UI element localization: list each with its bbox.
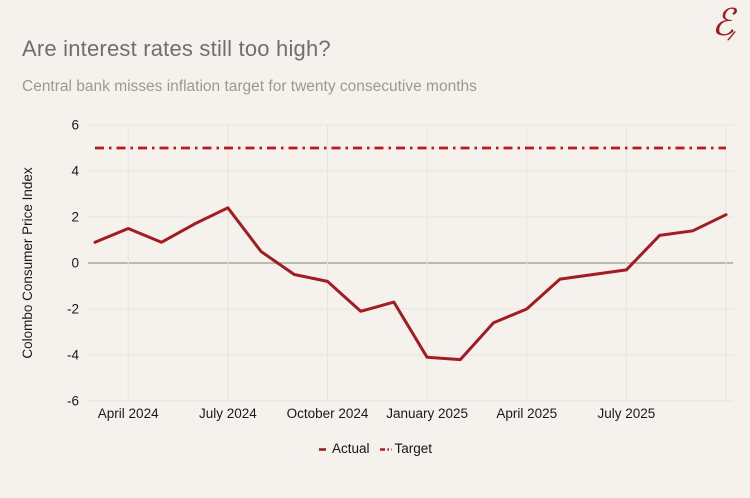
chart-title: Are interest rates still too high? [22, 36, 331, 61]
actual-line-swatch-icon [318, 447, 326, 451]
y-tick-label: -2 [67, 302, 79, 317]
legend-label-target: Target [394, 441, 433, 456]
y-tick-label: 6 [71, 118, 79, 133]
legend-item-actual: Actual [318, 441, 370, 456]
legend-item-target: Target [379, 441, 433, 456]
x-tick-label: April 2024 [98, 406, 159, 421]
x-tick-label: April 2025 [496, 406, 557, 421]
x-tick-label: October 2024 [287, 406, 369, 421]
target-line-swatch-icon [379, 447, 392, 451]
y-axis-title: Colombo Consumer Price Index [20, 167, 35, 359]
y-tick-label: 2 [71, 210, 79, 225]
legend-label-actual: Actual [331, 441, 370, 456]
y-tick-label: -6 [67, 394, 79, 409]
x-tick-label: July 2025 [597, 406, 655, 421]
y-tick-label: -4 [67, 348, 79, 363]
x-tick-label: January 2025 [386, 406, 468, 421]
chart-legend: Actual Target [0, 441, 750, 456]
y-tick-label: 4 [71, 164, 79, 179]
logo-script-e: ℰ [711, 1, 734, 44]
x-tick-label: July 2024 [199, 406, 257, 421]
economist-logo: ℰ⁄⁄ [711, 1, 734, 44]
chart-subtitle: Central bank misses inflation target for… [22, 78, 477, 95]
y-tick-label: 0 [71, 256, 79, 271]
actual-line [93, 206, 728, 362]
